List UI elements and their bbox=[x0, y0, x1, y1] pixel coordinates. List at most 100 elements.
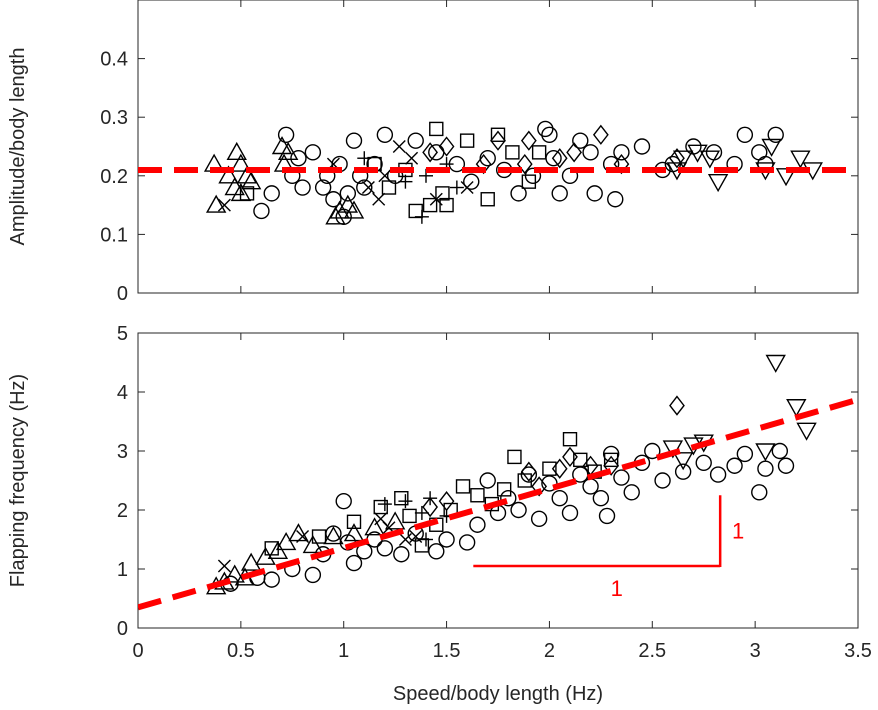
circle-marker bbox=[623, 484, 640, 501]
square-marker bbox=[603, 452, 619, 468]
x-tick-label: 0.5 bbox=[227, 640, 255, 662]
triangle-up-marker bbox=[275, 532, 297, 551]
square-marker bbox=[517, 473, 532, 488]
x-marker bbox=[460, 181, 474, 195]
triangle-up-marker bbox=[271, 136, 293, 155]
square-marker bbox=[459, 133, 475, 148]
x-tick-label: 0 bbox=[132, 640, 143, 662]
series-plus bbox=[357, 151, 464, 224]
diamond-marker bbox=[669, 148, 685, 169]
circle-marker bbox=[572, 132, 589, 149]
triangle-up-marker bbox=[267, 540, 289, 559]
circle-marker bbox=[771, 442, 789, 460]
y-axis-label: Amplitude/body length bbox=[7, 48, 29, 246]
x-marker bbox=[361, 181, 375, 195]
circle-marker bbox=[277, 126, 295, 143]
triangle-down-marker bbox=[790, 150, 811, 169]
circle-marker bbox=[339, 185, 357, 202]
triangle-up-marker bbox=[343, 200, 365, 219]
plus-marker bbox=[449, 180, 464, 195]
square-marker bbox=[573, 452, 588, 468]
plus-marker bbox=[398, 174, 413, 189]
axes-box bbox=[137, 0, 859, 294]
circle-marker bbox=[736, 445, 754, 463]
x-tick-label: 2.5 bbox=[638, 640, 666, 662]
circle-marker bbox=[263, 571, 280, 588]
series-triangle-up bbox=[205, 511, 406, 595]
circle-marker bbox=[407, 132, 424, 149]
square-marker bbox=[264, 541, 279, 556]
square-marker bbox=[439, 197, 454, 213]
square-marker bbox=[429, 121, 444, 137]
circle-marker bbox=[674, 463, 692, 480]
circle-marker bbox=[356, 179, 373, 196]
x-marker bbox=[429, 192, 443, 206]
plus-marker bbox=[423, 491, 438, 506]
circle-marker bbox=[602, 445, 620, 463]
diamond-marker bbox=[613, 153, 630, 175]
plus-marker bbox=[398, 494, 413, 509]
circle-marker bbox=[695, 454, 712, 471]
square-marker bbox=[542, 461, 557, 476]
circle-marker bbox=[705, 144, 723, 161]
square-marker bbox=[373, 499, 388, 515]
triangle-up-marker bbox=[236, 165, 258, 184]
x-tick-label: 1.5 bbox=[433, 640, 461, 662]
square-marker bbox=[239, 186, 255, 201]
diamond-marker bbox=[562, 446, 578, 468]
diamond-marker bbox=[520, 461, 537, 482]
x-marker bbox=[217, 559, 231, 573]
square-marker bbox=[402, 508, 417, 524]
square-marker bbox=[422, 197, 438, 213]
square-marker bbox=[496, 482, 512, 497]
series-x bbox=[217, 512, 423, 573]
circle-marker bbox=[335, 208, 352, 226]
series-diamond bbox=[422, 124, 685, 175]
circle-marker bbox=[530, 510, 548, 528]
diamond-marker bbox=[603, 455, 620, 476]
diamond-marker bbox=[475, 153, 492, 175]
square-marker bbox=[381, 180, 397, 195]
x-marker bbox=[405, 151, 419, 165]
y-tick-label: 2 bbox=[117, 500, 128, 522]
diamond-marker bbox=[520, 130, 537, 151]
diamond-marker bbox=[438, 136, 455, 157]
triangle-down-marker bbox=[707, 173, 729, 193]
circle-marker bbox=[428, 543, 445, 560]
y-tick-label: 3 bbox=[117, 441, 128, 463]
triangle-up-marker bbox=[224, 564, 245, 583]
x-marker bbox=[296, 530, 310, 544]
circle-marker bbox=[582, 144, 599, 161]
y-tick-label: 0.4 bbox=[100, 49, 128, 71]
circle-marker bbox=[479, 472, 496, 489]
circle-marker bbox=[510, 501, 527, 519]
series-plus bbox=[377, 491, 454, 547]
triangle-down-marker bbox=[796, 422, 817, 441]
circle-marker bbox=[376, 540, 394, 557]
circle-marker bbox=[458, 534, 476, 551]
circle-marker bbox=[644, 442, 661, 460]
series-triangle-up bbox=[203, 136, 365, 225]
triangle-up-marker bbox=[226, 141, 247, 161]
series-square bbox=[264, 432, 619, 556]
x-marker bbox=[378, 169, 392, 183]
square-marker bbox=[521, 174, 537, 189]
diamond-marker bbox=[490, 130, 506, 151]
circle-marker bbox=[613, 469, 630, 486]
diamond-marker bbox=[551, 148, 568, 169]
circle-marker bbox=[294, 179, 311, 196]
y-tick-label: 1 bbox=[117, 559, 128, 581]
x-marker bbox=[217, 198, 231, 212]
circle-marker bbox=[335, 492, 352, 510]
y-tick-label: 4 bbox=[117, 382, 128, 404]
square-marker bbox=[455, 479, 471, 494]
circle-marker bbox=[767, 126, 784, 143]
triangle-down-marker bbox=[672, 150, 694, 169]
circle-marker bbox=[586, 185, 603, 202]
x-marker bbox=[372, 192, 386, 206]
triangle-up-marker bbox=[277, 141, 299, 161]
diamond-marker bbox=[438, 491, 455, 512]
circle-marker bbox=[263, 185, 280, 202]
slope-run-label: 1 bbox=[611, 576, 623, 601]
